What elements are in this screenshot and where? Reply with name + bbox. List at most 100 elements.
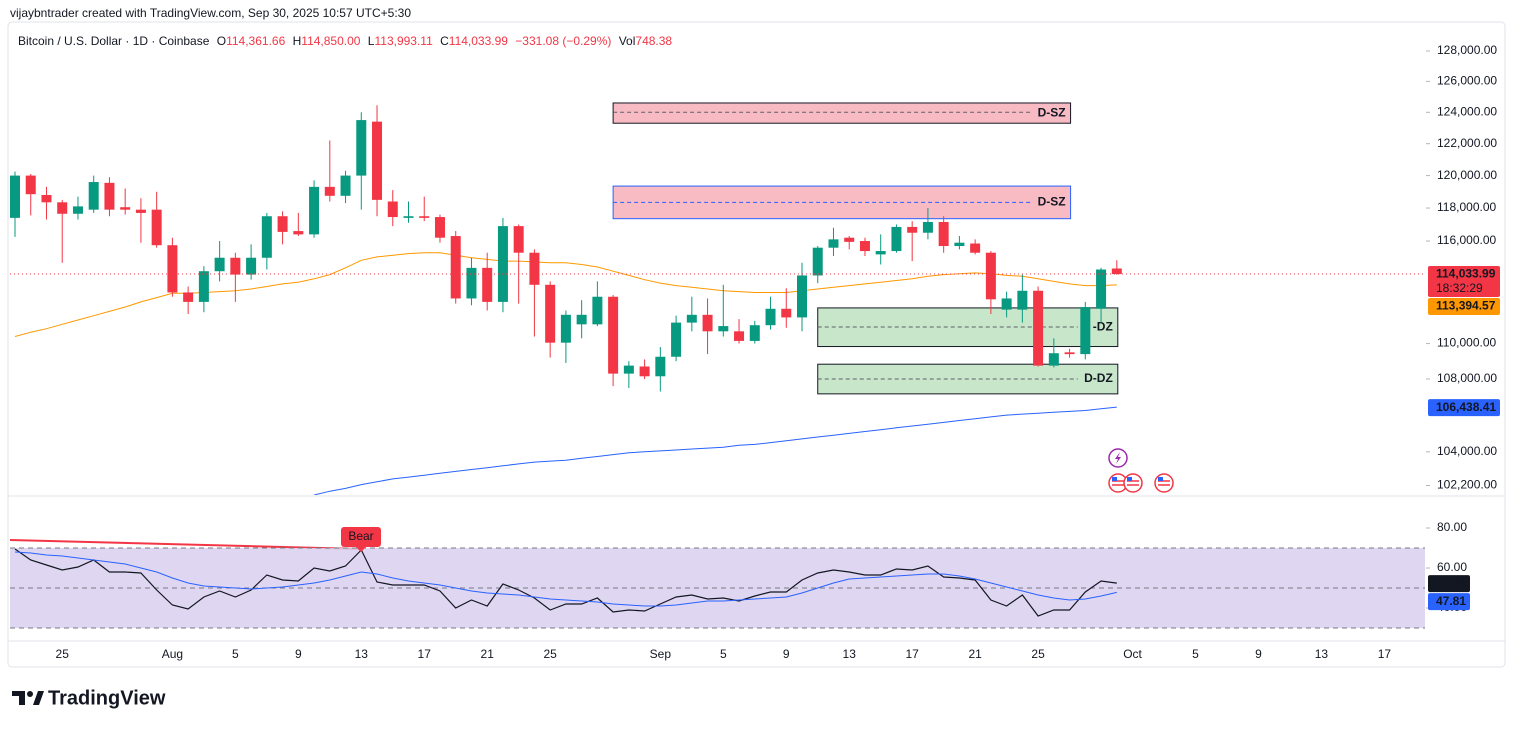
candle-body [293, 231, 304, 235]
candle-body [120, 207, 131, 210]
candle-body [214, 257, 225, 272]
price-label-text: 114,033.99 [1436, 267, 1496, 281]
x-tick-label: 21 [481, 647, 495, 661]
zone-label: D-SZ [1038, 195, 1066, 209]
x-tick-label: 5 [232, 647, 239, 661]
candle-body [1096, 269, 1107, 309]
price-label [1428, 298, 1500, 316]
rsi-line [14, 551, 1117, 607]
legend-key: Vol [619, 34, 636, 48]
candle-body [1111, 268, 1122, 275]
legend-key: C [440, 34, 449, 48]
y-tick-label: 126,000.00 [1437, 74, 1497, 88]
candle-body [72, 206, 83, 214]
candle-body [324, 186, 335, 196]
candle-body [875, 251, 886, 255]
candle-body [765, 308, 776, 326]
candle-body [718, 326, 729, 332]
candle-body [167, 245, 178, 293]
candle-body [749, 325, 760, 341]
y-tick-label: 104,000.00 [1437, 444, 1497, 458]
moving-average [313, 406, 1117, 495]
y-tick-label: 110,000.00 [1437, 336, 1496, 350]
candle-body [434, 217, 445, 238]
x-tick-label: Aug [162, 647, 183, 661]
candle-body [309, 186, 320, 235]
zone-label: D-SZ [1038, 105, 1066, 119]
y-tick-label: 80.00 [1437, 520, 1467, 534]
candle-body [482, 267, 493, 302]
y-tick-label: 60.00 [1437, 560, 1467, 574]
candle-body [1064, 352, 1075, 355]
candle-body [686, 314, 697, 323]
candle-body [655, 356, 666, 377]
candle-body [513, 226, 524, 253]
x-tick-label: 5 [720, 647, 727, 661]
candle-body [985, 252, 996, 300]
annotation: Bear [348, 529, 373, 543]
annotation-pointer [356, 547, 366, 552]
value-label [1428, 593, 1470, 611]
x-tick-label: 25 [1031, 647, 1045, 661]
legend-key: L [368, 34, 375, 48]
candle-body [25, 175, 36, 195]
y-tick-label: 128,000.00 [1437, 43, 1497, 57]
x-tick-label: 5 [1192, 647, 1199, 661]
candle-body [812, 247, 823, 276]
zone-label: -DZ [1093, 319, 1113, 333]
x-tick-label: Oct [1123, 647, 1142, 661]
legend-value: 113,993.11 [374, 34, 433, 48]
x-tick-label: 17 [418, 647, 432, 661]
y-tick-label: 124,000.00 [1437, 104, 1497, 118]
candle-body [1033, 290, 1044, 366]
candle-body [954, 242, 965, 247]
candle-body [907, 226, 918, 233]
candle-body [1080, 307, 1091, 355]
candle-body [1001, 298, 1012, 310]
candle-body [608, 296, 619, 374]
candle-body [938, 221, 949, 247]
candle-body [151, 209, 162, 246]
candle-body [246, 257, 257, 275]
brand: TradingView [48, 687, 166, 709]
candle-body [592, 296, 603, 325]
countdown: 18:32:29 [1436, 281, 1483, 295]
y-tick-label: 108,000.00 [1437, 371, 1497, 385]
candle-body [891, 226, 902, 252]
candle-body [340, 175, 351, 196]
candle-body [922, 221, 933, 233]
y-tick-label: 120,000.00 [1437, 168, 1497, 182]
candle-body [135, 209, 146, 213]
candle-body [639, 366, 650, 377]
pane [10, 547, 1425, 629]
candle-body [277, 216, 288, 232]
value-label [1428, 575, 1470, 593]
candle-body [1048, 353, 1059, 366]
x-tick-label: 17 [906, 647, 920, 661]
candle-body [671, 322, 682, 357]
pane: D-SZ D-SZ -DZ D-DZ [10, 102, 1122, 495]
candle-body [261, 216, 272, 258]
x-tick-label: 9 [1255, 647, 1262, 661]
x-tick-label: 25 [543, 647, 557, 661]
candle-body [372, 121, 383, 200]
rsi-line [14, 548, 1117, 617]
candle-body [797, 275, 807, 318]
legend-value: 748.38 [635, 34, 672, 48]
y-tick-label: 118,000.00 [1437, 200, 1496, 214]
candle-body [844, 237, 855, 242]
price-label-text: 106,438.41 [1436, 400, 1496, 414]
symbol: Bitcoin / U.S. Dollar · 1D · Coinbase [18, 34, 210, 48]
candle-body [497, 226, 508, 302]
y-tick-label: 116,000.00 [1437, 233, 1496, 247]
y-tick-label: 122,000.00 [1437, 136, 1497, 150]
y-tick-label: 102,200.00 [1437, 478, 1497, 492]
x-tick-label: 25 [56, 647, 70, 661]
legend-value: 114,033.99 [449, 34, 508, 48]
candle-body [828, 239, 839, 248]
legend-key: O [217, 34, 226, 48]
x-tick-label: 13 [1315, 647, 1329, 661]
candle-body [356, 120, 367, 176]
price-label-text: 113,394.57 [1436, 299, 1496, 313]
